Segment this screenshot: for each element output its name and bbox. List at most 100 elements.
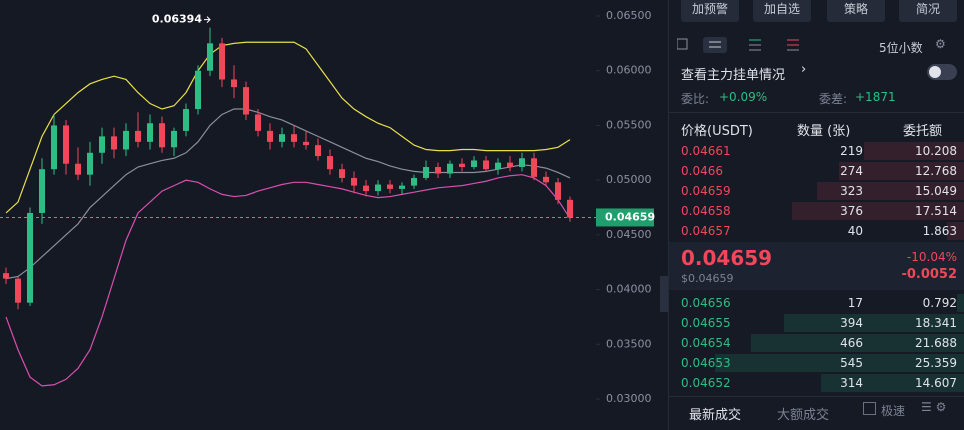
candle-body	[483, 160, 489, 170]
candle-body	[399, 185, 405, 189]
y-tick-label: 0.04000	[606, 283, 652, 296]
price: 0.04659	[681, 184, 731, 198]
total: 21.688	[915, 336, 957, 350]
qty: 314	[840, 376, 863, 390]
mid-block	[669, 242, 964, 290]
candle-body	[243, 87, 249, 115]
button[interactable]: 简况	[899, 0, 957, 22]
candle-body	[279, 134, 285, 142]
candle-body	[111, 136, 117, 150]
depth-bar	[957, 294, 964, 312]
candle-body	[75, 163, 81, 175]
candle-body	[183, 109, 189, 131]
depth-bar	[792, 202, 964, 220]
price: 0.04658	[681, 204, 731, 218]
order-row: 0.04653 545 25.359	[669, 353, 964, 373]
candle-body	[471, 160, 477, 168]
candle-body	[99, 136, 105, 153]
candle-body	[447, 163, 453, 174]
settings-icon[interactable]: ⚙	[935, 37, 946, 51]
y-tick-label: 0.05000	[606, 173, 652, 186]
candle-body	[375, 184, 381, 192]
candle-body	[195, 70, 201, 110]
tab[interactable]: 大额成交	[777, 408, 830, 423]
header[interactable]: 数量 (张)	[797, 124, 851, 139]
candle-body	[255, 114, 261, 131]
y-tick-label: 0.06000	[606, 64, 652, 77]
order-row: 0.0466 274 12.768	[669, 161, 964, 181]
price: 0.04653	[681, 356, 731, 370]
depth-bar	[864, 142, 964, 160]
candle-body	[555, 182, 561, 200]
total: 10.208	[915, 144, 957, 158]
depth-bar	[751, 334, 964, 352]
candle-body	[387, 184, 393, 189]
y-tick-label: 0.04500	[606, 228, 652, 241]
toggle[interactable]	[927, 64, 957, 80]
qty: 219	[840, 144, 863, 158]
depth-bar	[816, 182, 964, 200]
qty: 394	[840, 316, 863, 330]
candle-body	[27, 212, 33, 303]
band-line	[5, 174, 571, 387]
candle-body	[339, 169, 345, 178]
mid-usd: $0.04659	[681, 272, 734, 285]
order-row: 0.04659 323 15.049	[669, 181, 964, 201]
candle-body	[435, 167, 441, 174]
change: -0.0052	[901, 267, 957, 282]
side-panel: 加预警 加自选 策略 简况 5位小数 ⚙ 查看主力挂单情况 › 委比: +0.0…	[668, 0, 964, 430]
decimals-select[interactable]: 5位小数	[879, 41, 923, 55]
high-label: 0.06394	[152, 13, 202, 26]
button[interactable]: 加预警	[681, 0, 739, 22]
candle-body	[315, 145, 321, 157]
order-row: 0.04657 40 1.863	[669, 221, 964, 241]
ratio: +0.09%	[719, 90, 768, 104]
header[interactable]: 委托额	[903, 124, 943, 139]
checkbox[interactable]	[863, 402, 876, 415]
depth-bar	[784, 314, 964, 332]
candle-body	[351, 177, 357, 186]
icon[interactable]: ☰ ⚙	[921, 400, 947, 414]
order-row: 0.04655 394 18.341	[669, 313, 964, 333]
total: 15.049	[915, 184, 957, 198]
total: 18.341	[915, 316, 957, 330]
candle-body	[219, 43, 225, 80]
candle-body	[495, 162, 501, 170]
band-line	[5, 41, 571, 214]
collapse-handle[interactable]	[660, 276, 668, 312]
order-row: 0.04654 466 21.688	[669, 333, 964, 353]
price: 0.04661	[681, 144, 731, 158]
toggle-label: 查看主力挂单情况	[681, 68, 786, 83]
candle-body	[291, 134, 297, 142]
band-line	[5, 108, 571, 280]
candle-body	[531, 158, 537, 177]
qty: 323	[840, 184, 863, 198]
order-row: 0.04656 17 0.792	[669, 293, 964, 313]
candle-body	[303, 141, 309, 146]
last-price-tag	[596, 208, 654, 227]
depth-bar	[820, 374, 964, 392]
total: 25.359	[915, 356, 957, 370]
candle-body	[171, 130, 177, 148]
price: 0.04654	[681, 336, 731, 350]
y-tick-label: 0.03500	[606, 337, 652, 350]
qty: 545	[840, 356, 863, 370]
button[interactable]: 加自选	[753, 0, 811, 22]
price: 0.04652	[681, 376, 731, 390]
candle-body	[423, 167, 429, 178]
candle-body	[159, 123, 165, 148]
candle-body	[543, 176, 549, 183]
candle-body	[507, 162, 513, 168]
view-icons[interactable]	[677, 37, 817, 55]
diff-label: 委差:	[819, 92, 848, 106]
mid-price: 0.04659	[681, 246, 773, 270]
total: 14.607	[915, 376, 957, 390]
tab[interactable]: 最新成交	[689, 408, 742, 423]
price: 0.04656	[681, 296, 731, 310]
button[interactable]: 策略	[827, 0, 885, 22]
chart: 0.06500 0.06000 0.05500 0.05000 0.04500 0.040…	[0, 9, 655, 405]
order-row: 0.04661 219 10.208	[669, 141, 964, 161]
candle-body	[231, 79, 237, 88]
candle-body	[51, 125, 57, 170]
